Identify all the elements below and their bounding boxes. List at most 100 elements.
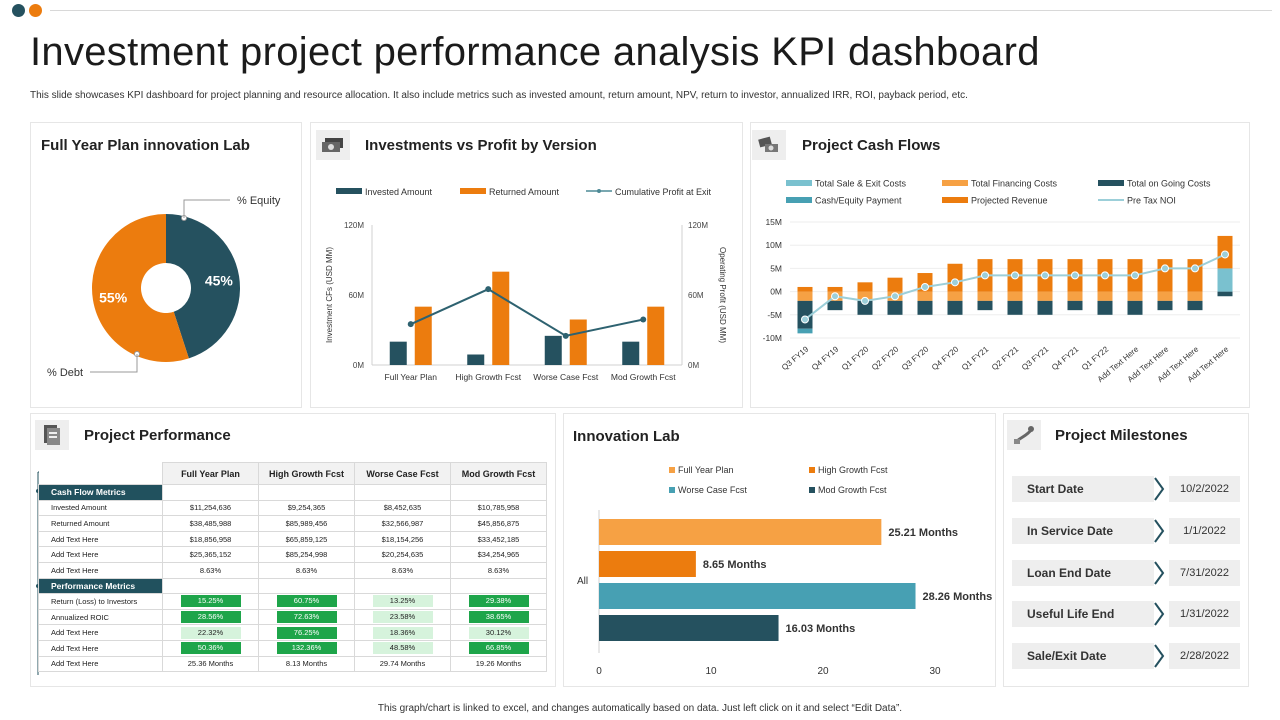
cash-noi-point-7: [1011, 271, 1019, 280]
cash-bar-1-0: [797, 291, 813, 301]
cash-bar-2-14: [1217, 291, 1233, 297]
cash-noi-point-9: [1071, 271, 1079, 280]
inv-profit-point-2: [562, 332, 569, 339]
ilab-category-label: All: [577, 576, 588, 587]
milestone-date: 7/31/2022: [1169, 559, 1240, 586]
cash-bar-4-0: [797, 286, 813, 292]
inv-ylabel: Investment CFs (USD MM): [325, 247, 334, 343]
table-row-label: Annualized ROIC: [38, 608, 163, 626]
table-cell: 13.25%: [354, 593, 451, 610]
ilab-bar-3: [599, 615, 779, 641]
cash-noi-point-6: [981, 271, 989, 280]
inv-xtick-2: Worse Case Fcst: [533, 372, 599, 382]
panel-ilab: [563, 413, 996, 687]
table-row: Add Text Here 25.36 Months 8.13 Months 29.7…: [38, 655, 547, 673]
table-header-1: High Growth Fcst: [258, 462, 355, 485]
table-row: Add Text Here $25,365,152 $85,254,998 $20,2…: [38, 546, 547, 563]
cash-bar-2-0: [797, 300, 813, 329]
cash-xtick-9: Q4 FY21: [1050, 344, 1081, 372]
milestone-row: Loan End Date 7/31/2022: [1012, 559, 1240, 586]
table-cell: 8.63%: [258, 561, 355, 579]
table-row: Add Text Here 8.63% 8.63% 8.63% 8.63%: [38, 561, 547, 579]
table-row: Add Text Here $18,856,958 $65,859,125 $18,1…: [38, 530, 547, 548]
table-cell: 28.56%: [162, 608, 259, 626]
inv-legend-swatch-0: [336, 188, 362, 194]
cash-noi-point-12: [1161, 264, 1169, 273]
table-cell: $18,154,256: [354, 530, 451, 548]
cash-legend-swatch-3: [786, 197, 812, 203]
money-icon: [316, 130, 350, 160]
cash-bar-2-4: [917, 300, 933, 315]
table-row: Add Text Here 50.36% 132.36% 48.58% 66.85%: [38, 639, 547, 657]
inv-bar-returned-3: [647, 306, 665, 365]
table-cell: 15.25%: [162, 593, 259, 610]
table-cell: 48.58%: [354, 639, 451, 657]
cash-ytick-5: 15M: [765, 217, 782, 227]
cash-xtick-7: Q2 FY21: [990, 344, 1021, 372]
cash-legend-label-1: Total Financing Costs: [971, 179, 1058, 189]
ilab-xtick-1: 10: [705, 666, 717, 677]
table-row-label: Add Text Here: [38, 561, 163, 579]
inv-xtick-1: High Growth Fcst: [455, 372, 521, 382]
inv-ytick-0: 0M: [353, 361, 364, 370]
table-cell: 18.36%: [354, 624, 451, 641]
cash-noi-point-11: [1131, 271, 1139, 280]
table-section-label: Performance Metrics: [38, 577, 163, 595]
cash-bar-4-2: [857, 282, 873, 292]
table-row-label: Invested Amount: [38, 499, 163, 517]
table-section-row: Cash Flow Metrics: [38, 484, 547, 501]
cash-bar-2-1: [827, 300, 843, 311]
cash-ytick-2: 0M: [770, 287, 782, 297]
inv-xtick-0: Full Year Plan: [385, 372, 438, 382]
table-row: Return (Loss) to Investors 15.25% 60.75% 13…: [38, 593, 547, 610]
table-section-row: Performance Metrics: [38, 577, 547, 595]
ilab-bar-label-1: 8.65 Months: [703, 559, 767, 571]
panel-inv-title: Investments vs Profit by Version: [365, 137, 597, 154]
chevron-right-icon: [1154, 561, 1165, 585]
cash-ytick-1: -5M: [767, 310, 782, 320]
table-cell: $20,254,635: [354, 546, 451, 563]
table-header-row: Full Year Plan High Growth Fcst Worse Case…: [38, 462, 547, 485]
cash-legend-label-2: Total on Going Costs: [1127, 179, 1211, 189]
table-row: Invested Amount $11,254,636 $9,254,365 $8,4…: [38, 499, 547, 517]
cash-legend-swatch-4: [942, 197, 968, 203]
milestone-row: In Service Date 1/1/2022: [1012, 517, 1240, 544]
cash-noi-point-0: [801, 315, 809, 324]
table-cell: 23.58%: [354, 608, 451, 626]
table-cell: 60.75%: [258, 593, 355, 610]
investments-chart: Invested Amount Returned Amount Cumulative…: [325, 187, 727, 382]
ilab-legend-swatch-0: [669, 467, 675, 473]
cash-noi-point-4: [921, 282, 929, 291]
table-row: Annualized ROIC 28.56% 72.63% 23.58% 38.65%: [38, 608, 547, 626]
inv-profit-point-0: [407, 321, 414, 328]
ilab-legend-swatch-3: [809, 487, 815, 493]
inv-legend-label-0: Invested Amount: [365, 187, 433, 197]
inv-xtick-3: Mod Growth Fcst: [611, 372, 676, 382]
donut-value-label-1: 55%: [99, 289, 128, 305]
cash-ytick-3: 5M: [770, 263, 782, 273]
cash-noi-point-13: [1191, 264, 1199, 273]
cash-legend-label-3: Cash/Equity Payment: [815, 196, 902, 206]
table-cell: 8.63%: [354, 561, 451, 579]
panel-perf-title: Project Performance: [84, 427, 231, 444]
cash-bar-1-5: [947, 291, 963, 301]
table-cell: $33,452,185: [450, 530, 547, 548]
panel-lab-title: Full Year Plan innovation Lab: [41, 137, 250, 154]
ilab-xtick-0: 0: [596, 666, 602, 677]
inv-y2label: Operating Profit (USD MM): [718, 247, 727, 343]
cash-bar-1-8: [1037, 291, 1053, 301]
chevron-right-icon: [1154, 602, 1165, 626]
cash-bar-4-1: [827, 286, 843, 292]
table-cell: $11,254,636: [162, 499, 259, 517]
cash-xtick-5: Q4 FY20: [930, 344, 961, 372]
cash-xtick-8: Q3 FY21: [1020, 344, 1051, 372]
panel-ilab-title: Innovation Lab: [573, 428, 680, 445]
cash-legend-swatch-2: [1098, 180, 1124, 186]
cash-bar-1-9: [1067, 291, 1083, 301]
table-cell: 29.74 Months: [354, 655, 451, 673]
cash-bar-1-4: [917, 291, 933, 301]
milestone-label: In Service Date: [1012, 517, 1154, 544]
inv-y2tick-0: 0M: [688, 361, 699, 370]
ilab-legend-swatch-1: [809, 467, 815, 473]
ilab-legend-label-1: High Growth Fcst: [818, 465, 888, 475]
